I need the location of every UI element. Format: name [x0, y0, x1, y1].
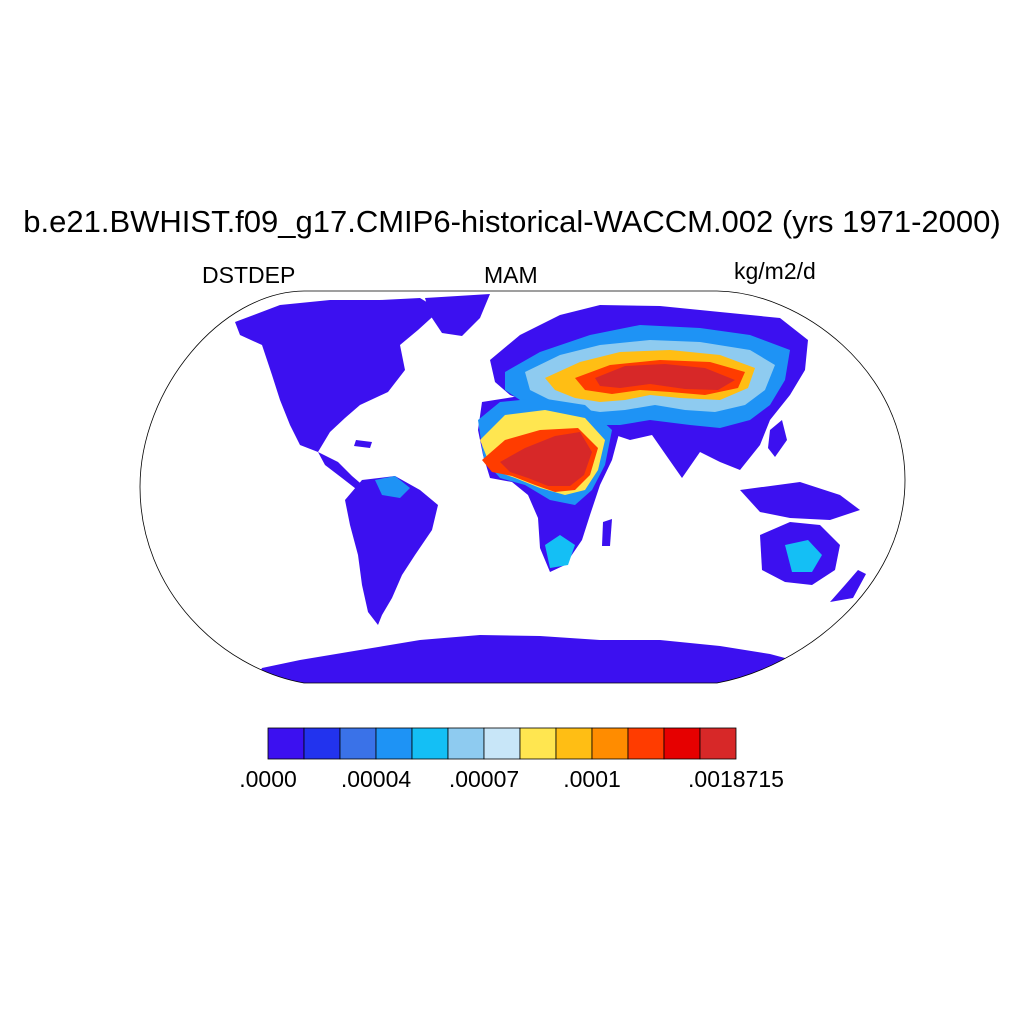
colorbar-label: .00004	[340, 766, 412, 792]
colorbar-swatch	[699, 727, 737, 760]
season-label: MAM	[484, 262, 538, 288]
colorbar-swatch	[267, 727, 305, 760]
colorbar-swatch	[555, 727, 593, 760]
dust-core-sahara	[500, 432, 592, 486]
dust-core-central-asia	[595, 364, 735, 390]
colorbar-swatch	[339, 727, 377, 760]
colorbar-swatch	[663, 727, 701, 760]
colorbar-label: .00007	[448, 766, 520, 792]
colorbar-label: .0000	[239, 766, 297, 792]
colorbar-swatch	[519, 727, 557, 760]
colorbar-swatch	[591, 727, 629, 760]
colorbar-label: .0018715	[688, 766, 784, 792]
colorbar-swatch	[627, 727, 665, 760]
colorbar-swatch	[483, 727, 521, 760]
variable-label: DSTDEP	[202, 262, 296, 288]
dust-band-australia	[785, 540, 822, 572]
colorbar-swatch	[375, 727, 413, 760]
colorbar-swatch	[303, 727, 341, 760]
dust-band-south-america	[375, 476, 410, 498]
map-outline	[139, 290, 906, 684]
units-label: kg/m2/d	[734, 258, 816, 284]
dust-deposition-field	[375, 325, 822, 572]
colorbar-swatch	[447, 727, 485, 760]
plot-title: b.e21.BWHIST.f09_g17.CMIP6-historical-WA…	[23, 204, 1001, 239]
colorbar-label: .0001	[563, 766, 621, 792]
colorbar-swatch	[411, 727, 449, 760]
dust-band-southern-africa	[545, 535, 575, 568]
